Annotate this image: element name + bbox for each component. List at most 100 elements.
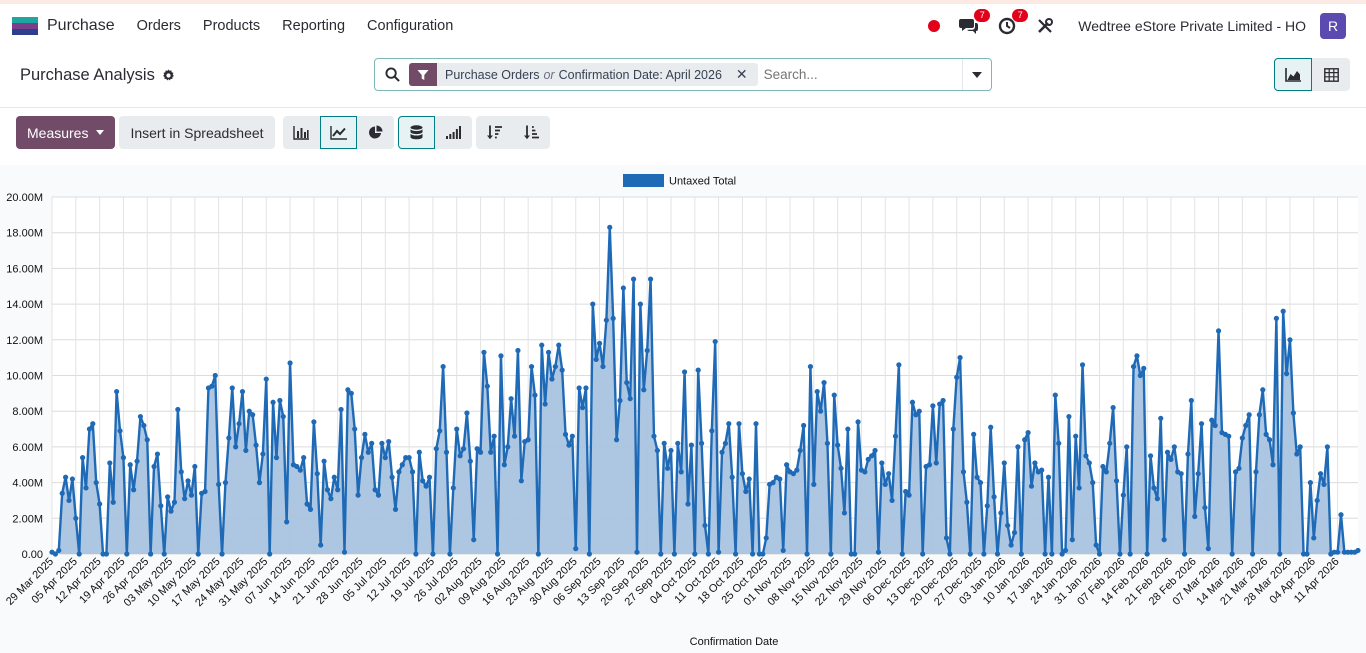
data-point	[695, 367, 701, 373]
search-icon[interactable]	[375, 67, 409, 82]
cumulative-button[interactable]	[434, 116, 472, 149]
data-point	[287, 360, 293, 366]
company-switcher[interactable]: Wedtree eStore Private Limited - HO	[1078, 18, 1306, 34]
chat-bubbles-icon	[959, 19, 979, 34]
data-point	[651, 433, 657, 439]
data-point	[1011, 529, 1018, 536]
navbar-systray: 7 7 Wedtree eStore Private Limited - HO …	[928, 4, 1346, 48]
remove-facet-close-icon[interactable]: ✕	[735, 66, 748, 82]
data-point	[593, 356, 599, 363]
purchase-app-icon[interactable]	[12, 17, 38, 35]
bar-chart-button[interactable]	[282, 116, 320, 149]
data-point	[219, 551, 225, 557]
status-dot-icon[interactable]	[928, 20, 941, 32]
data-point	[879, 460, 885, 466]
measures-button[interactable]: Measures	[16, 116, 116, 149]
data-point	[1239, 435, 1245, 441]
data-point	[63, 474, 69, 480]
data-point	[1025, 430, 1031, 436]
data-point	[556, 342, 562, 348]
data-point	[161, 551, 167, 557]
app-name[interactable]: Purchase	[47, 17, 115, 34]
data-point	[1277, 551, 1283, 557]
data-point	[1062, 547, 1069, 554]
data-point	[158, 503, 164, 509]
data-point	[1209, 417, 1215, 423]
data-point	[256, 480, 263, 486]
data-point	[52, 551, 59, 557]
sort-ascending-button[interactable]	[512, 116, 550, 149]
view-switcher	[1274, 58, 1350, 91]
data-point	[777, 476, 783, 482]
facet-value-1: Purchase Orders	[445, 67, 540, 82]
menu-orders[interactable]: Orders	[136, 18, 181, 34]
sort-descending-icon	[486, 125, 502, 139]
data-point	[525, 437, 531, 443]
data-point	[338, 406, 344, 413]
data-point	[328, 496, 334, 502]
data-point	[1314, 497, 1320, 504]
menu-products[interactable]: Products	[202, 18, 261, 34]
data-point	[620, 285, 626, 291]
data-point	[335, 487, 341, 493]
data-point	[596, 340, 603, 346]
data-point	[56, 547, 62, 554]
data-point	[627, 396, 633, 402]
data-point	[716, 549, 722, 555]
insert-in-spreadsheet-button[interactable]: Insert in Spreadsheet	[119, 116, 275, 149]
stack-cumulative-group	[397, 116, 472, 149]
data-point	[637, 301, 643, 307]
data-point	[1028, 483, 1035, 489]
data-point	[889, 497, 895, 504]
debug-tools-button[interactable]	[1034, 15, 1056, 37]
menu-reporting[interactable]: Reporting	[282, 18, 346, 34]
line-chart-button[interactable]	[319, 116, 357, 149]
pie-chart-button[interactable]	[356, 116, 394, 149]
graph-view-button[interactable]	[1274, 58, 1312, 91]
messages-button[interactable]: 7	[958, 9, 991, 37]
activities-button[interactable]: 7	[996, 9, 1029, 37]
data-point	[481, 349, 487, 355]
data-point	[960, 469, 967, 475]
sort-descending-button[interactable]	[475, 116, 513, 149]
data-point	[814, 388, 820, 395]
gear-icon[interactable]	[162, 69, 175, 82]
data-point	[491, 433, 497, 439]
data-point	[569, 433, 575, 439]
data-point	[1120, 492, 1126, 498]
data-point	[590, 301, 596, 307]
measures-label: Measures	[27, 124, 89, 141]
data-point	[539, 342, 545, 348]
data-point	[1090, 480, 1096, 486]
data-point	[117, 428, 123, 434]
data-point	[484, 383, 490, 389]
menu-configuration[interactable]: Configuration	[367, 18, 454, 34]
stacked-button[interactable]	[397, 116, 435, 149]
data-point	[729, 474, 735, 480]
data-point	[80, 455, 86, 461]
pivot-view-button[interactable]	[1312, 58, 1350, 91]
data-point	[1127, 551, 1133, 557]
data-point	[1311, 535, 1317, 541]
data-point	[406, 455, 412, 461]
graph-toolbar: Measures Insert in Spreadsheet	[16, 116, 554, 149]
data-point	[243, 447, 249, 454]
data-point	[270, 399, 276, 405]
data-point	[294, 463, 300, 470]
data-point	[668, 447, 674, 454]
data-point	[892, 433, 899, 439]
data-point	[875, 549, 882, 555]
user-avatar[interactable]: R	[1320, 13, 1346, 39]
data-point	[1059, 551, 1065, 557]
data-point	[239, 388, 246, 395]
search-input[interactable]	[763, 62, 954, 87]
facet-value-2: Confirmation Date: April 2026	[558, 67, 722, 82]
data-point	[1151, 485, 1157, 491]
data-point	[722, 440, 729, 446]
data-point	[950, 426, 956, 432]
data-point	[1256, 412, 1262, 418]
y-tick-label: 6.00M	[12, 442, 43, 454]
bar-chart-icon	[293, 125, 310, 140]
search-options-toggle[interactable]	[962, 59, 991, 90]
series-area-untaxed-total	[52, 227, 1358, 554]
